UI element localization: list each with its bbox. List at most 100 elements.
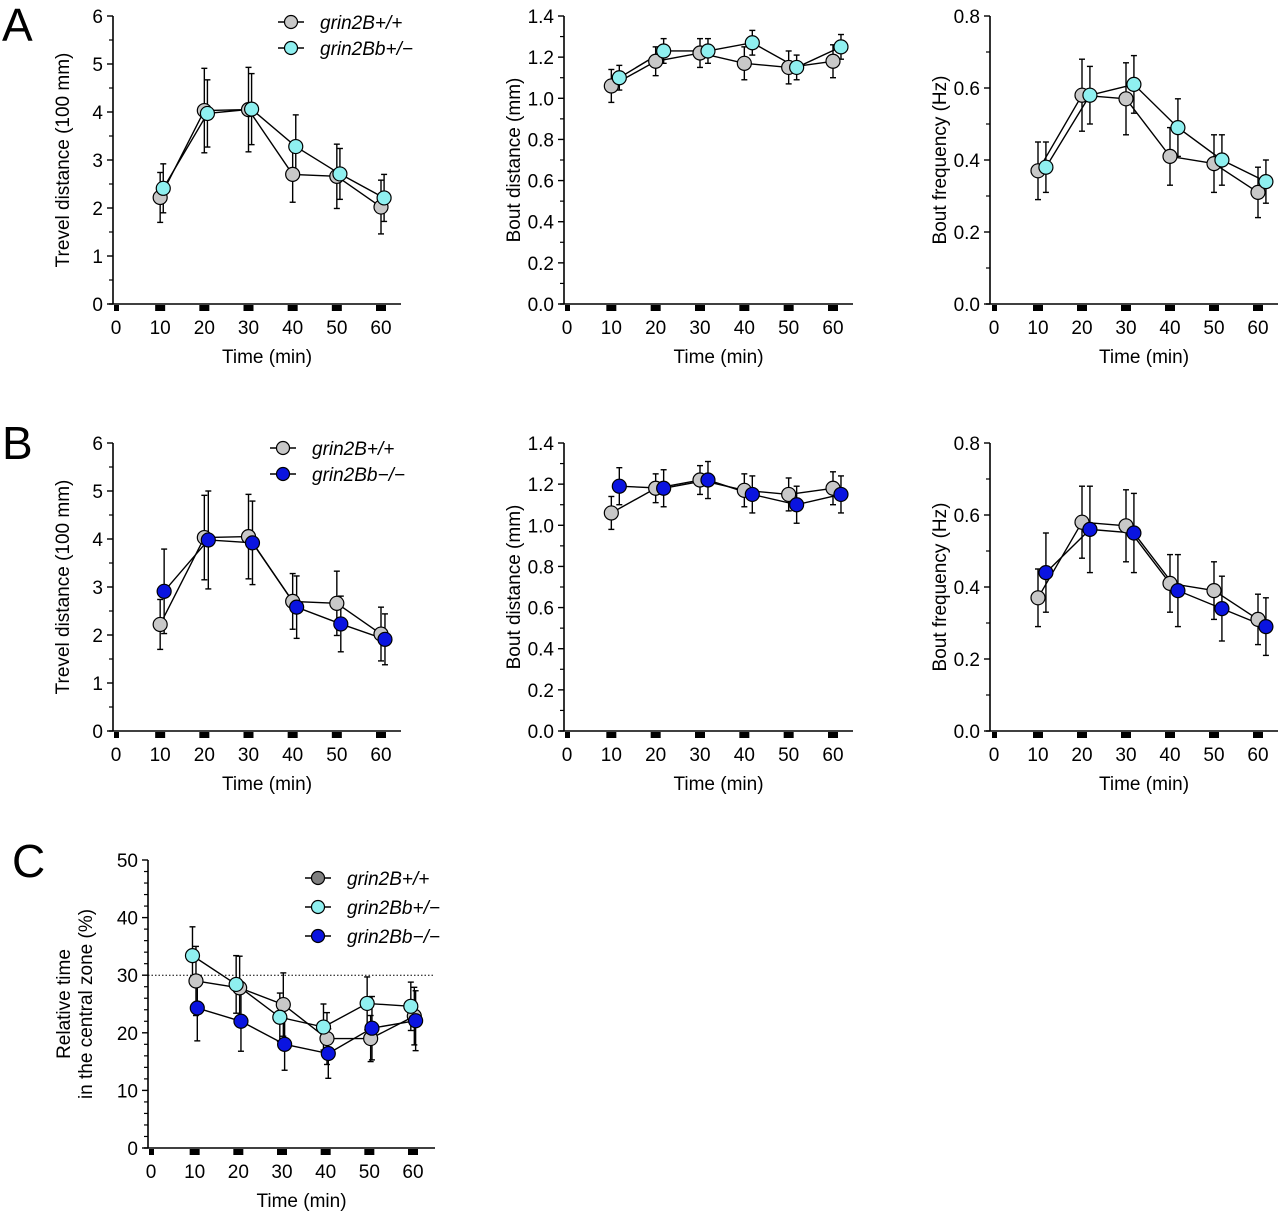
- x-tick: [783, 732, 794, 738]
- x-tick: [243, 732, 254, 738]
- legend-marker: [310, 928, 326, 944]
- data-point: [403, 998, 419, 1014]
- data-point: [243, 101, 260, 117]
- series-line: [159, 108, 382, 208]
- x-tick-label: 30: [689, 745, 710, 766]
- x-tick: [695, 305, 705, 311]
- x-tick: [565, 732, 570, 738]
- series-3: [194, 974, 419, 1080]
- y-tick-label: 5: [92, 55, 103, 76]
- data-point: [833, 39, 849, 55]
- y-tick-label: 1.0: [528, 89, 554, 110]
- y-tick-label: 50: [117, 851, 138, 872]
- data-point: [1118, 91, 1134, 107]
- x-tick: [199, 732, 210, 738]
- data-point: [329, 595, 345, 611]
- x-tick-label: 10: [184, 1162, 205, 1183]
- x-tick-label: 50: [1203, 745, 1224, 766]
- x-tick: [364, 1149, 375, 1155]
- data-point: [1030, 590, 1046, 606]
- data-point: [156, 583, 172, 599]
- series-line: [162, 108, 385, 199]
- data-point: [781, 486, 797, 503]
- x-tick: [606, 305, 617, 311]
- x-tick-label: 60: [370, 745, 391, 766]
- data-point: [603, 505, 619, 521]
- x-axis-label: Time (min): [222, 347, 312, 368]
- x-tick-label: 40: [1159, 745, 1180, 766]
- data-point: [364, 1020, 380, 1036]
- legend-marker: [275, 466, 291, 482]
- data-point: [656, 43, 672, 59]
- x-tick-label: 30: [271, 1162, 292, 1183]
- legend-label: grin2B+/+: [320, 13, 402, 34]
- x-tick: [828, 305, 838, 311]
- y-tick-label: 40: [117, 909, 138, 930]
- x-tick: [376, 305, 386, 311]
- series-line: [159, 535, 382, 635]
- x-tick-label: 40: [282, 318, 303, 339]
- data-point: [700, 472, 716, 488]
- x-tick: [408, 1149, 418, 1155]
- data-point: [825, 53, 841, 69]
- data-point: [736, 55, 752, 71]
- x-tick-label: 40: [1159, 318, 1180, 339]
- y-tick-label: 0.8: [528, 557, 554, 578]
- x-tick-label: 60: [822, 745, 843, 766]
- data-point: [1170, 582, 1186, 599]
- y-axis-label: Trevel distance (100 mm): [53, 480, 74, 695]
- x-tick-label: 60: [1247, 745, 1268, 766]
- x-axis-label: Time (min): [673, 347, 763, 368]
- data-point: [275, 996, 291, 1013]
- series-1: [157, 493, 384, 662]
- x-tick: [828, 732, 838, 738]
- y-tick-label: 0.6: [954, 79, 980, 100]
- x-tick: [331, 305, 342, 311]
- chart-a3: 0.0 0.2 0.4 0.6 0.8 0 10 20 30 40 50 60 Time (min) Bo…: [930, 7, 1278, 368]
- y-tick-label: 0.2: [954, 223, 980, 244]
- y-tick-label: 5: [92, 482, 103, 503]
- x-tick-label: 0: [562, 745, 573, 766]
- data-point: [184, 948, 201, 964]
- x-tick: [739, 305, 750, 311]
- x-tick: [992, 305, 997, 311]
- series-2: [161, 490, 388, 666]
- x-tick: [1121, 732, 1131, 738]
- legend-label: grin2B+/+: [347, 869, 429, 890]
- data-point: [656, 480, 672, 496]
- y-tick-label: 4: [92, 530, 103, 551]
- y-tick-label: 0.6: [528, 599, 554, 620]
- series-1: [1035, 485, 1261, 646]
- y-tick-label: 10: [117, 1081, 138, 1102]
- x-tick: [233, 1149, 244, 1155]
- data-point: [244, 535, 261, 551]
- data-point: [189, 1000, 205, 1016]
- legend-marker: [283, 14, 299, 30]
- x-tick: [320, 1149, 331, 1155]
- chart-a2: 0.0 0.2 0.4 0.6 0.8 1.0 1.2 1.4 0 10 20 30 40 50 60 Tim…: [504, 7, 853, 368]
- x-axis-label: Time (min): [1099, 347, 1189, 368]
- y-tick-label: 3: [92, 578, 103, 599]
- data-point: [789, 497, 805, 513]
- data-point: [611, 70, 627, 86]
- legend-label: grin2Bb−/−: [347, 927, 440, 948]
- data-point: [188, 973, 204, 989]
- x-tick-label: 50: [1203, 318, 1224, 339]
- y-tick-label: 0.4: [954, 151, 981, 172]
- data-point: [1038, 159, 1054, 175]
- x-tick-label: 20: [1071, 318, 1092, 339]
- x-tick: [783, 305, 794, 311]
- data-point: [1206, 582, 1222, 599]
- legend-label: grin2Bb+/−: [347, 898, 440, 919]
- data-point: [1250, 184, 1266, 200]
- y-tick-label: 0.8: [954, 434, 980, 455]
- y-tick-label: 0.0: [528, 295, 554, 316]
- x-tick-label: 40: [734, 745, 755, 766]
- legend-marker: [283, 40, 299, 56]
- legend: grin2B+/+ grin2Bb−/−: [270, 439, 405, 486]
- data-point: [377, 631, 393, 647]
- x-tick: [155, 305, 166, 311]
- x-tick-label: 0: [146, 1162, 157, 1183]
- x-tick-label: 50: [359, 1162, 380, 1183]
